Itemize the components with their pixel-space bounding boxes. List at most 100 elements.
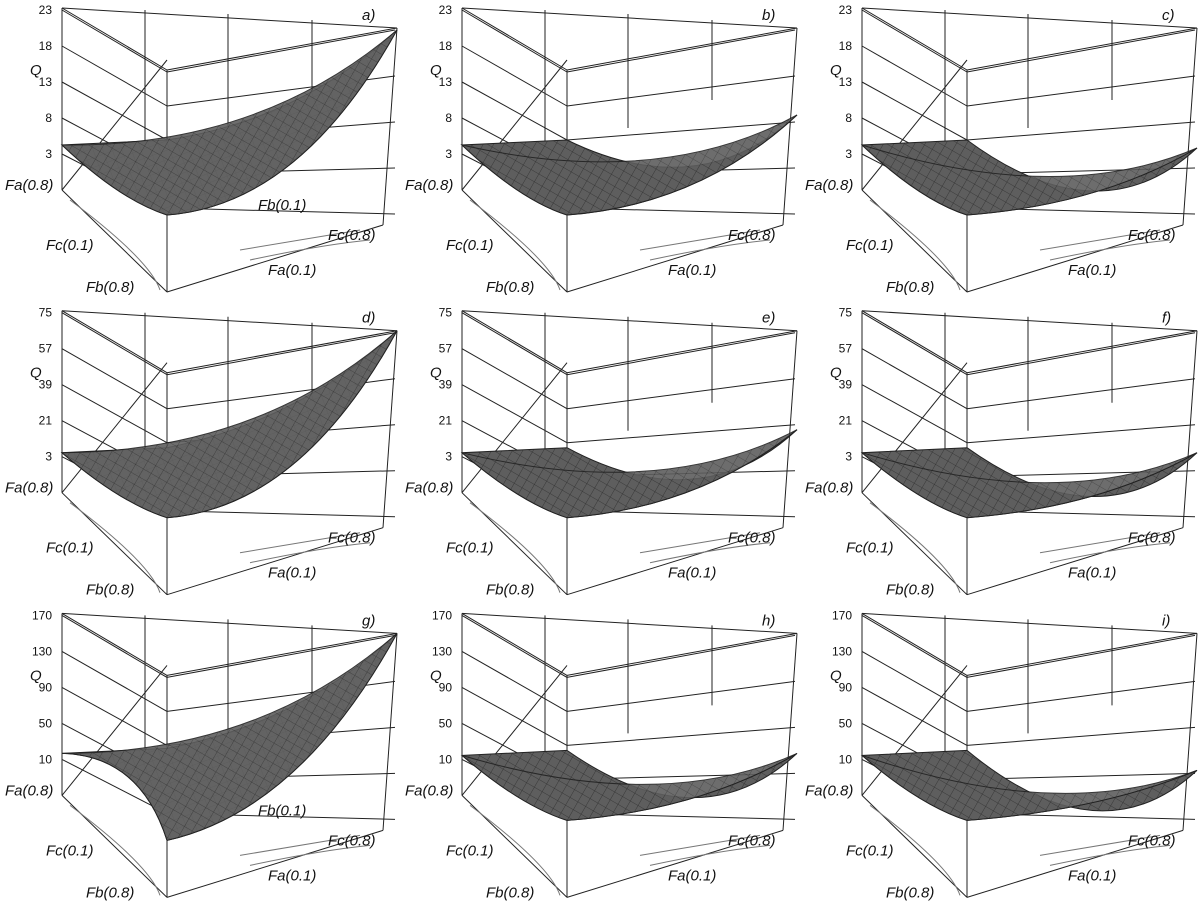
grid-line xyxy=(61,650,168,712)
z-axis-label: Q xyxy=(830,365,842,382)
grid-line xyxy=(861,348,968,410)
grid-line xyxy=(461,81,568,141)
frame-line xyxy=(166,527,384,596)
grid-line xyxy=(461,686,568,746)
grid-line xyxy=(61,9,168,73)
grid-line xyxy=(461,384,568,444)
y-tick-label: 8 xyxy=(45,111,52,125)
axis-label: Fa(0.1) xyxy=(268,565,316,582)
frame-line xyxy=(61,612,168,676)
y-tick-label: 57 xyxy=(839,342,853,356)
frame-line xyxy=(166,27,398,71)
grid-line xyxy=(461,650,568,712)
contour xyxy=(649,844,771,866)
surface-plot: 23 18 13 8 3 c) Q Fa(0.8) Fc(0.1) Fb(0.8) Fc(0.8) F… xyxy=(805,3,1198,296)
frame-line xyxy=(966,829,1184,898)
grid-line xyxy=(861,614,968,678)
panel-letter: e) xyxy=(762,310,775,327)
axis-label: Fa(0.8) xyxy=(805,782,853,799)
plot-frame xyxy=(61,310,398,596)
frame-line xyxy=(861,612,968,676)
contour xyxy=(69,805,161,896)
contour xyxy=(869,199,961,291)
axis-label: Fa(0.1) xyxy=(268,262,316,279)
contour xyxy=(639,532,761,554)
grid-line xyxy=(566,332,796,376)
grid-line xyxy=(461,614,568,678)
y-tick-label: 21 xyxy=(439,414,453,428)
frame-line xyxy=(461,310,798,332)
panel-letter: f) xyxy=(1162,310,1171,327)
frame-line xyxy=(61,310,168,374)
grid-line xyxy=(966,332,1196,376)
panel-letter: d) xyxy=(362,310,375,327)
panel-letter: c) xyxy=(1162,7,1175,24)
contour xyxy=(869,502,961,593)
grid-line xyxy=(566,121,796,141)
frame-line xyxy=(61,59,168,191)
axis-label: Fa(0.1) xyxy=(1068,262,1116,279)
frame-line xyxy=(966,224,1184,293)
frame-line xyxy=(382,330,398,528)
surface-front xyxy=(61,633,398,841)
y-tick-label: 23 xyxy=(839,3,853,17)
frame-line xyxy=(461,7,568,71)
frame-line xyxy=(566,330,798,374)
contour xyxy=(1049,239,1171,261)
contour xyxy=(249,239,371,261)
axis-label: Fa(0.1) xyxy=(1068,867,1116,884)
y-tick-label: 13 xyxy=(39,75,53,89)
axis-label: Fa(0.8) xyxy=(405,782,453,799)
frame-line xyxy=(782,633,798,831)
y-tick-label: 39 xyxy=(839,378,853,392)
surface-front xyxy=(60,330,398,519)
grid-line xyxy=(566,424,796,444)
y-tick-label: 21 xyxy=(839,414,853,428)
frame-line xyxy=(782,330,798,528)
y-tick-label: 13 xyxy=(439,75,453,89)
panel-letter: i) xyxy=(1162,612,1170,629)
y-tick-label: 3 xyxy=(45,450,52,464)
y-tick-label: 39 xyxy=(439,378,453,392)
grid-line xyxy=(61,312,168,376)
axis-label: Fc(0.1) xyxy=(46,237,94,254)
axis-label: Fb(0.8) xyxy=(886,884,934,901)
grid-line xyxy=(861,312,968,376)
frame-line xyxy=(966,527,1184,596)
y-tick-label: 57 xyxy=(439,342,453,356)
surface-plot: 75 57 39 21 3 d) Q Fa(0.8) Fc(0.1) Fb(0.8) Fc(0.8)… xyxy=(5,306,398,599)
frame-line xyxy=(61,665,168,796)
axis-label: Fc(0.1) xyxy=(46,540,94,557)
y-tick-label: 10 xyxy=(39,752,53,766)
axis-label: Fc(0.1) xyxy=(446,540,494,557)
frame-line xyxy=(861,59,968,191)
frame-line xyxy=(566,224,784,293)
axis-label: Fb(0.8) xyxy=(86,582,134,599)
frame-line xyxy=(861,7,968,71)
contour xyxy=(1039,229,1161,251)
y-tick-label: 10 xyxy=(439,752,453,766)
grid-line xyxy=(966,424,1196,444)
contour xyxy=(469,199,561,291)
y-tick-label: 3 xyxy=(845,450,852,464)
grid-line xyxy=(966,634,1196,678)
panel-letter: b) xyxy=(762,7,775,24)
y-tick-label: 57 xyxy=(39,342,53,356)
contour xyxy=(1049,844,1171,866)
surface-front xyxy=(60,29,398,216)
frame-line xyxy=(61,362,168,494)
contour xyxy=(1049,542,1171,564)
z-axis-label: Q xyxy=(830,667,842,684)
grid-line xyxy=(461,312,568,376)
grid-line xyxy=(966,75,1196,107)
y-tick-label: 50 xyxy=(39,716,53,730)
y-tick-label: 21 xyxy=(39,414,53,428)
panel-letter: a) xyxy=(362,7,375,24)
y-tick-label: 90 xyxy=(439,680,453,694)
panel-letter: g) xyxy=(362,612,375,629)
z-axis-label: Q xyxy=(830,62,842,79)
axis-label: Fc(0.8) xyxy=(1128,530,1176,547)
contour xyxy=(869,805,961,896)
surface-plot: 75 57 39 21 3 f) Q Fa(0.8) Fc(0.1) Fb(0.8) Fc(0.8)… xyxy=(805,306,1198,599)
